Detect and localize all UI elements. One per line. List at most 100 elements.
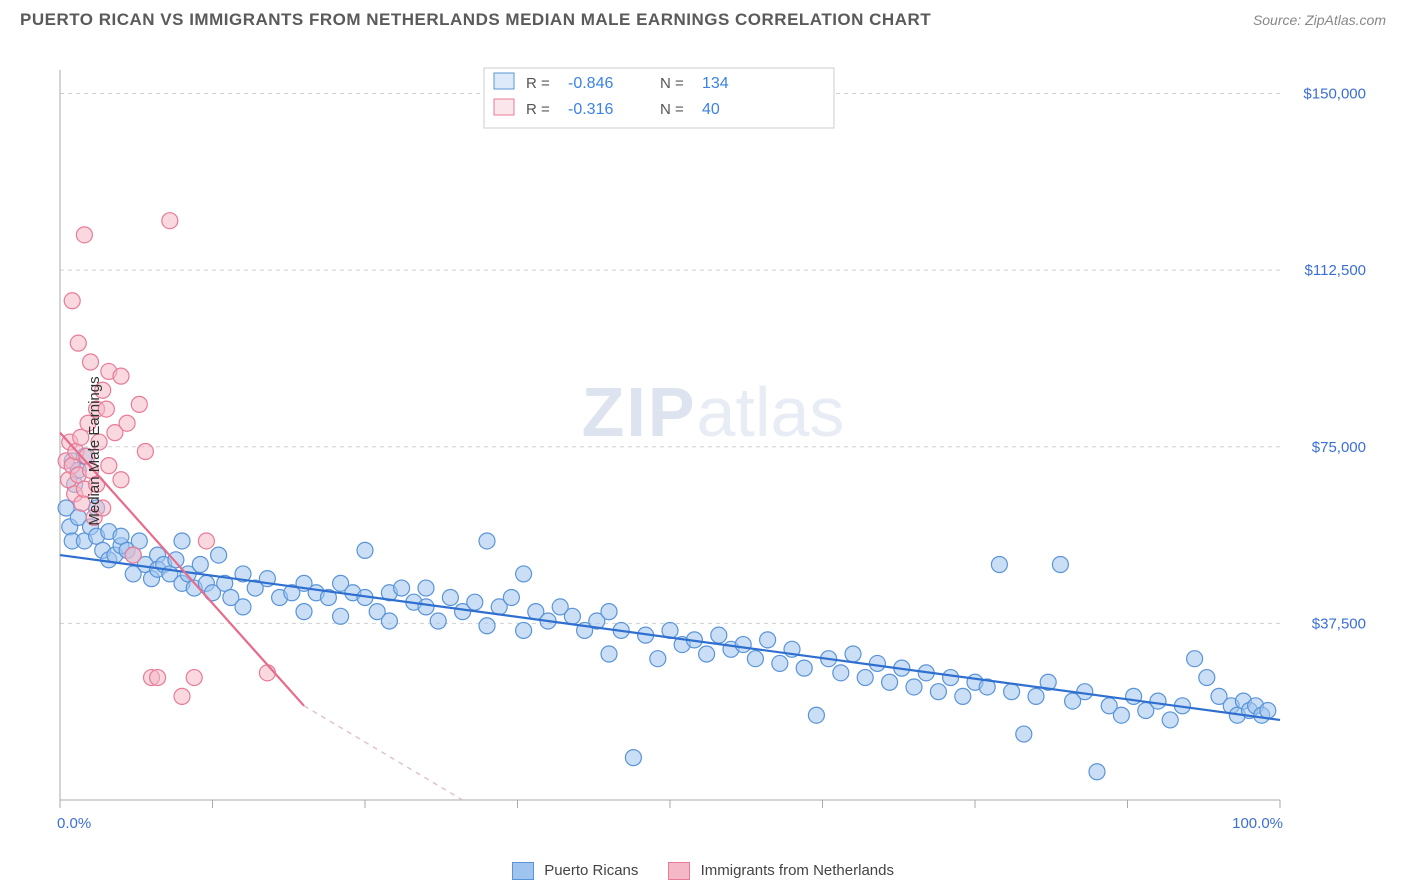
y-axis-label: Median Male Earnings	[86, 376, 103, 525]
stats-swatch	[494, 99, 514, 115]
legend-item-series2: Immigrants from Netherlands	[668, 862, 894, 880]
legend-swatch-1	[512, 862, 534, 880]
legend-label-2: Immigrants from Netherlands	[701, 862, 894, 879]
data-point	[479, 618, 495, 634]
data-point	[1260, 703, 1276, 719]
svg-text:$112,500: $112,500	[1305, 262, 1366, 279]
legend-swatch-2	[668, 862, 690, 880]
data-point	[479, 533, 495, 549]
data-point	[394, 580, 410, 596]
data-point	[467, 594, 483, 610]
data-point	[357, 542, 373, 558]
data-point	[650, 651, 666, 667]
data-point	[516, 566, 532, 582]
data-point	[418, 580, 434, 596]
data-point	[869, 655, 885, 671]
data-point	[150, 670, 166, 686]
data-point	[174, 688, 190, 704]
data-point	[198, 533, 214, 549]
stats-swatch	[494, 73, 514, 89]
data-point	[1016, 726, 1032, 742]
data-point	[601, 604, 617, 620]
svg-text:-0.846: -0.846	[568, 75, 613, 92]
svg-text:40: 40	[702, 101, 720, 118]
data-point	[1052, 557, 1068, 573]
data-point	[381, 613, 397, 629]
data-point	[833, 665, 849, 681]
data-point	[857, 670, 873, 686]
data-point	[711, 627, 727, 643]
data-point	[516, 622, 532, 638]
data-point	[503, 589, 519, 605]
data-point	[1187, 651, 1203, 667]
svg-text:-0.316: -0.316	[568, 101, 613, 118]
svg-text:$75,000: $75,000	[1312, 439, 1366, 456]
data-point	[64, 293, 80, 309]
trend-line-extrapolated	[304, 706, 463, 800]
data-point	[845, 646, 861, 662]
data-point	[162, 213, 178, 229]
data-point	[418, 599, 434, 615]
data-point	[735, 637, 751, 653]
data-point	[186, 670, 202, 686]
data-point	[772, 655, 788, 671]
data-point	[113, 472, 129, 488]
data-point	[137, 443, 153, 459]
data-point	[747, 651, 763, 667]
data-point	[906, 679, 922, 695]
data-point	[101, 458, 117, 474]
data-point	[70, 335, 86, 351]
data-point	[625, 750, 641, 766]
chart-area: Median Male Earnings ZIPatlas $37,500$75…	[50, 60, 1376, 842]
chart-title: PUERTO RICAN VS IMMIGRANTS FROM NETHERLA…	[20, 10, 931, 30]
svg-text:134: 134	[702, 75, 729, 92]
data-point	[83, 354, 99, 370]
data-point	[564, 608, 580, 624]
source-label: Source: ZipAtlas.com	[1253, 12, 1386, 28]
data-point	[76, 227, 92, 243]
data-point	[442, 589, 458, 605]
data-point	[211, 547, 227, 563]
svg-text:N =: N =	[660, 101, 684, 118]
svg-text:N =: N =	[660, 75, 684, 92]
data-point	[955, 688, 971, 704]
data-point	[1150, 693, 1166, 709]
svg-text:R =: R =	[526, 75, 550, 92]
data-point	[1113, 707, 1129, 723]
data-point	[430, 613, 446, 629]
data-point	[113, 368, 129, 384]
data-point	[119, 415, 135, 431]
data-point	[991, 557, 1007, 573]
data-point	[174, 533, 190, 549]
data-point	[1077, 684, 1093, 700]
bottom-legend: Puerto Ricans Immigrants from Netherland…	[512, 862, 894, 880]
data-point	[1004, 684, 1020, 700]
data-point	[943, 670, 959, 686]
svg-text:R =: R =	[526, 101, 550, 118]
data-point	[296, 604, 312, 620]
data-point	[1162, 712, 1178, 728]
svg-text:$150,000: $150,000	[1303, 86, 1366, 103]
data-point	[1028, 688, 1044, 704]
data-point	[796, 660, 812, 676]
data-point	[235, 599, 251, 615]
data-point	[699, 646, 715, 662]
svg-text:$37,500: $37,500	[1312, 615, 1366, 632]
data-point	[192, 557, 208, 573]
data-point	[882, 674, 898, 690]
svg-text:100.0%: 100.0%	[1232, 815, 1283, 832]
data-point	[601, 646, 617, 662]
data-point	[760, 632, 776, 648]
data-point	[333, 608, 349, 624]
data-point	[168, 552, 184, 568]
data-point	[1089, 764, 1105, 780]
svg-text:0.0%: 0.0%	[57, 815, 91, 832]
data-point	[259, 665, 275, 681]
legend-item-series1: Puerto Ricans	[512, 862, 638, 880]
data-point	[1199, 670, 1215, 686]
data-point	[808, 707, 824, 723]
legend-label-1: Puerto Ricans	[544, 862, 638, 879]
data-point	[131, 396, 147, 412]
data-point	[930, 684, 946, 700]
scatter-chart: $37,500 $75,000 $112,500 $150,000 0.0% 100.0%…	[50, 60, 1376, 842]
